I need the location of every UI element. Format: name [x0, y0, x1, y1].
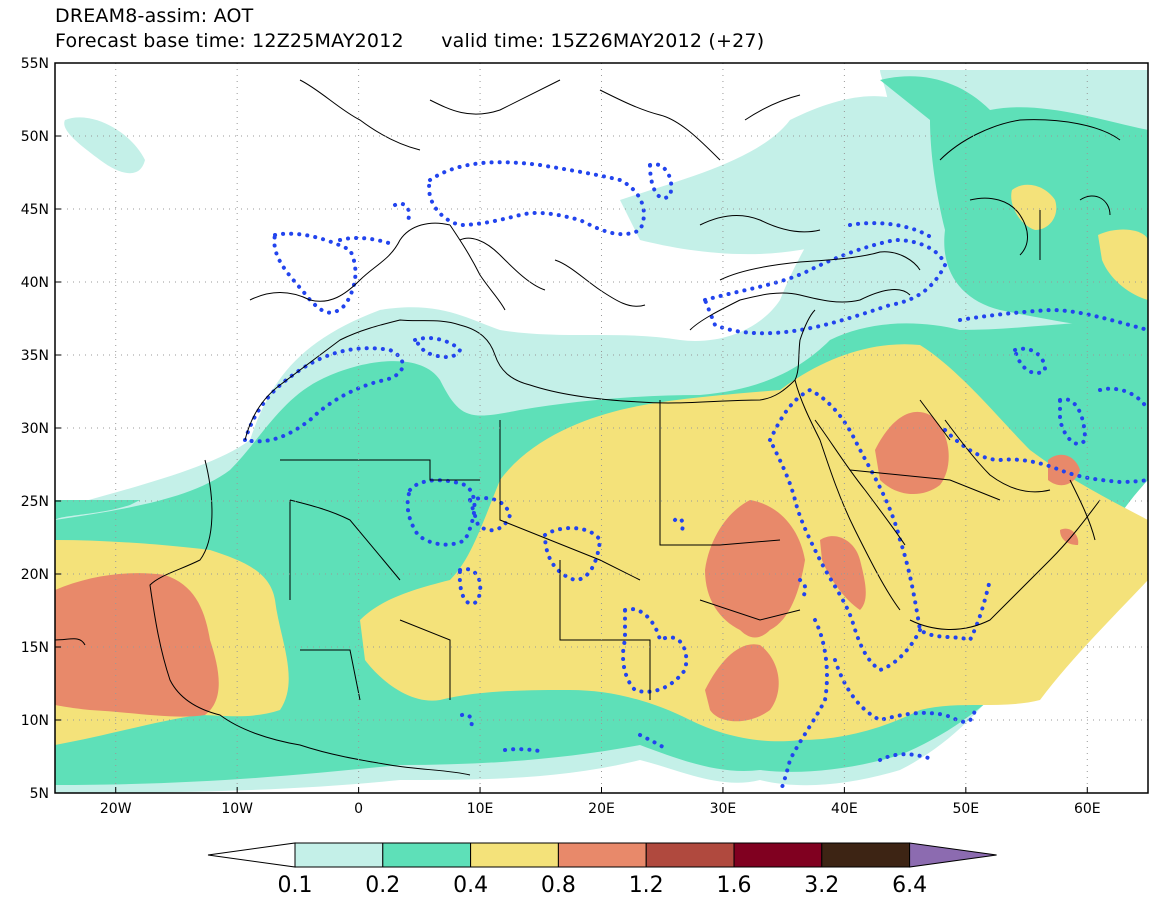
lat-label: 50N [21, 129, 49, 145]
lat-label: 40N [21, 275, 49, 291]
lat-label: 5N [30, 786, 49, 802]
lat-label: 15N [21, 640, 49, 656]
colorbar-under-arrow [207, 842, 296, 868]
lon-label: 60E [1074, 801, 1101, 817]
coastlines [55, 79, 1121, 776]
gridlines [55, 63, 1148, 793]
lon-label: 20W [100, 801, 132, 817]
colorbar-swatch [821, 842, 911, 868]
lat-label: 25N [21, 494, 49, 510]
colorbar-label: 0.8 [541, 873, 576, 898]
lat-label: 45N [21, 202, 49, 218]
title-line-2: Forecast base time: 12Z25MAY2012 valid t… [55, 30, 765, 52]
lat-axis: 55N 50N 45N 40N 35N 30N 25N 20N 15N 10N 5N [21, 56, 61, 802]
colorbar-swatch [557, 842, 647, 868]
colorbar-swatch [645, 842, 735, 868]
colorbar: 0.1 0.2 0.4 0.8 1.2 1.6 3.2 6.4 [207, 842, 997, 898]
lon-label: 10W [221, 801, 253, 817]
colorbar-label: 0.1 [278, 873, 313, 898]
colorbar-swatch [294, 842, 384, 868]
lon-label: 50E [952, 801, 979, 817]
colorbar-label: 1.6 [717, 873, 752, 898]
lon-label: 10E [467, 801, 494, 817]
lon-label: 40E [831, 801, 858, 817]
lat-label: 30N [21, 421, 49, 437]
colorbar-label: 6.4 [892, 873, 927, 898]
lat-label: 35N [21, 348, 49, 364]
lon-label: 0 [354, 801, 363, 817]
colorbar-over-arrow [909, 842, 997, 868]
lon-label: 30E [710, 801, 737, 817]
lon-label: 20E [588, 801, 615, 817]
colorbar-label: 0.4 [453, 873, 488, 898]
lon-axis: 20W 10W 0 10E 20E 30E 40E 50E 60E [100, 787, 1101, 817]
colorbar-label: 1.2 [629, 873, 664, 898]
aot-band-0.8-1.2 [55, 411, 1080, 722]
colorbar-swatch [382, 842, 472, 868]
lat-label: 55N [21, 56, 49, 72]
colorbar-label: 0.2 [365, 873, 400, 898]
lat-label: 20N [21, 567, 49, 583]
colorbar-swatch [470, 842, 559, 868]
lat-label: 10N [21, 713, 49, 729]
aot-field [55, 70, 1148, 793]
colorbar-swatch [733, 842, 823, 868]
colorbar-label: 3.2 [804, 873, 839, 898]
title-line-1: DREAM8-assim: AOT [55, 5, 254, 27]
obs-contours [242, 160, 1148, 793]
